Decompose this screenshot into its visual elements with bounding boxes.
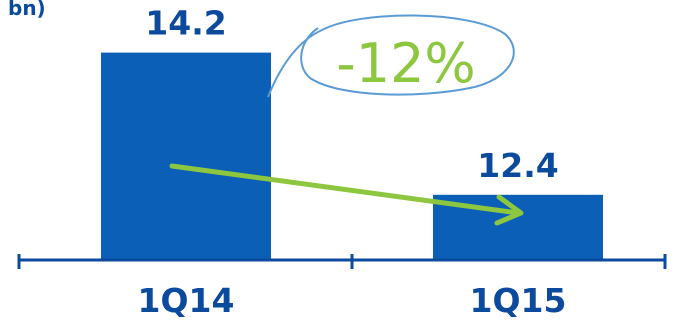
category-label-1q15: 1Q15 <box>470 281 567 320</box>
unit-label-fragment: bn) <box>8 0 46 20</box>
change-highlight-ellipse <box>267 14 515 98</box>
trend-arrow <box>169 163 524 226</box>
value-label-1q15: 12.4 <box>477 146 558 185</box>
category-label-1q14: 1Q14 <box>138 281 235 320</box>
bar-1q14 <box>101 52 271 260</box>
value-label-1q14: 14.2 <box>145 4 226 43</box>
change-percent-label: -12% <box>336 32 476 95</box>
